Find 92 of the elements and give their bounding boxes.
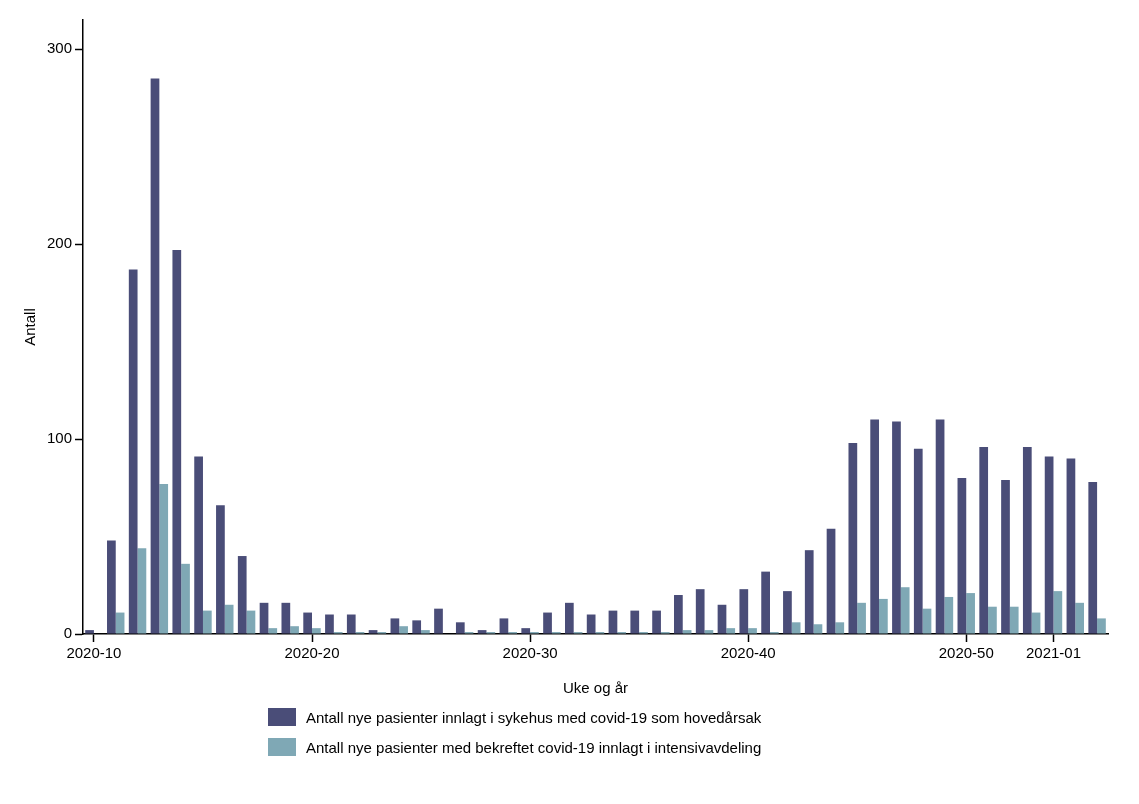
bar — [913, 448, 923, 634]
bar — [1097, 618, 1106, 634]
bar — [1044, 456, 1054, 634]
bar — [521, 628, 531, 634]
bar — [1075, 602, 1085, 634]
y-tick-label: 200 — [47, 234, 73, 252]
bar — [935, 419, 945, 634]
bar — [979, 446, 989, 634]
bar — [1031, 612, 1041, 634]
bar — [835, 622, 845, 634]
bar — [259, 602, 269, 634]
bar — [726, 628, 736, 634]
bar — [224, 604, 234, 634]
x-tick-label: 2021-01 — [1025, 644, 1082, 662]
bar — [682, 630, 692, 634]
bar — [107, 540, 116, 634]
bar — [761, 571, 770, 634]
bar — [586, 614, 596, 634]
bar — [564, 602, 574, 634]
bar — [870, 419, 880, 634]
x-tick-label: 2020-20 — [284, 644, 340, 662]
bar — [194, 456, 203, 634]
bar — [181, 563, 190, 634]
bar — [988, 606, 997, 634]
bar — [368, 630, 378, 634]
bar — [630, 610, 640, 634]
y-tick-label: 100 — [47, 429, 73, 447]
bar — [1009, 606, 1019, 634]
legend-label: Antall nye pasienter innlagt i sykehus med covid-19 som hovedårsak — [306, 708, 762, 726]
bar — [137, 548, 147, 634]
bar — [704, 630, 714, 634]
x-tick-label: 2020-50 — [938, 644, 994, 662]
bar — [804, 550, 814, 634]
bar — [434, 608, 443, 634]
bar — [739, 589, 749, 634]
bar — [608, 610, 618, 634]
bar — [966, 593, 975, 634]
x-tick-label: 2020-10 — [66, 644, 122, 662]
bar — [1022, 446, 1032, 634]
bar — [237, 556, 247, 634]
bar — [900, 587, 910, 634]
legend-label: Antall nye pasienter med bekreftet covid-19 innlagt i intensivavdeling — [306, 738, 762, 756]
bar — [1053, 591, 1063, 634]
bar — [1088, 481, 1098, 634]
bar — [268, 628, 278, 634]
y-tick-label: 300 — [47, 39, 73, 57]
x-tick-label: 2020-30 — [502, 644, 558, 662]
x-tick-label: 2020-40 — [720, 644, 776, 662]
bar — [399, 626, 408, 634]
bar — [543, 612, 552, 634]
bar — [857, 602, 866, 634]
y-axis-title: Antall — [21, 308, 39, 346]
bar — [85, 630, 94, 634]
bar — [477, 630, 487, 634]
bar — [717, 604, 727, 634]
bar — [879, 598, 888, 634]
bar — [813, 624, 823, 634]
bar — [290, 626, 299, 634]
bar — [748, 628, 757, 634]
bar — [499, 618, 509, 634]
bar — [303, 612, 313, 634]
bar — [202, 610, 212, 634]
bar — [172, 250, 182, 634]
bar — [159, 483, 169, 634]
bar — [115, 612, 125, 634]
bar — [674, 595, 683, 634]
bar — [652, 610, 661, 634]
bar — [892, 421, 901, 634]
bar — [346, 614, 356, 634]
bar — [412, 620, 422, 634]
bar — [246, 610, 256, 634]
bar — [128, 269, 138, 634]
bar — [826, 528, 836, 634]
bar — [216, 505, 225, 634]
bar — [1001, 480, 1010, 634]
bar — [421, 630, 430, 634]
bar — [1066, 458, 1076, 634]
bar — [325, 614, 334, 634]
bar — [783, 591, 792, 634]
bar — [281, 602, 291, 634]
bar — [957, 478, 967, 634]
bar — [791, 622, 801, 634]
bar — [695, 589, 705, 634]
y-tick-label: 0 — [63, 624, 73, 642]
bar — [312, 628, 321, 634]
bar — [848, 442, 858, 634]
x-axis-title: Uke og år — [562, 679, 629, 697]
bar — [944, 596, 954, 634]
bar — [455, 622, 465, 634]
bar — [150, 78, 160, 634]
bar — [390, 618, 400, 634]
bar — [922, 608, 932, 634]
